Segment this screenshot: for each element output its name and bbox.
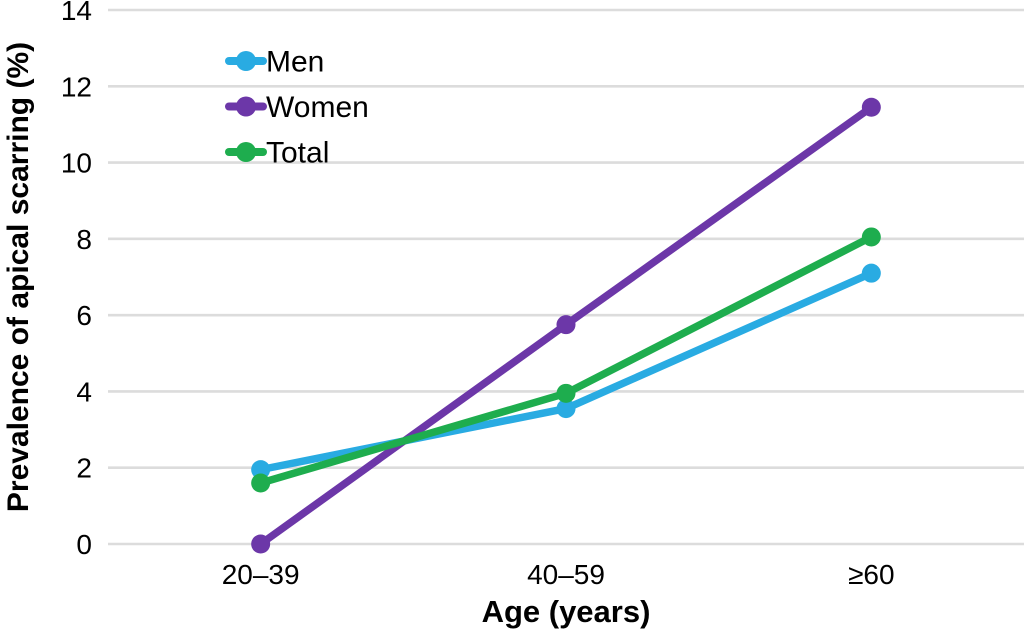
y-tick-label: 0 [76,529,92,560]
data-point-men-2 [861,263,881,283]
x-axis-title: Age (years) [482,594,651,629]
y-tick-label: 4 [76,376,92,407]
data-point-women-1 [556,315,576,335]
data-point-men-0 [251,460,271,480]
legend-marker-dot-total [236,142,256,162]
data-point-women-0 [251,534,271,554]
legend-label-women: Women [266,91,369,124]
legend-label-total: Total [266,137,329,170]
y-tick-label: 12 [61,71,92,102]
y-tick-label: 2 [76,453,92,484]
data-point-women-2 [861,97,881,117]
y-tick-label: 8 [76,224,92,255]
legend-label-men: Men [266,46,324,79]
y-tick-label: 14 [61,0,92,26]
data-point-men-1 [556,399,576,419]
y-tick-label: 6 [76,300,92,331]
legend-marker-dot-women [236,96,256,117]
y-axis-title: Prevalence of apical scarring (%) [2,42,35,512]
legend-marker-dot-men [236,51,256,71]
x-tick-label: 20–39 [222,559,300,590]
data-point-total-0 [251,473,271,493]
y-tick-label: 10 [61,148,92,179]
data-point-total-2 [861,227,881,247]
x-tick-label: ≥60 [848,559,895,590]
x-tick-label: 40–59 [527,559,605,590]
data-point-total-1 [556,383,576,403]
